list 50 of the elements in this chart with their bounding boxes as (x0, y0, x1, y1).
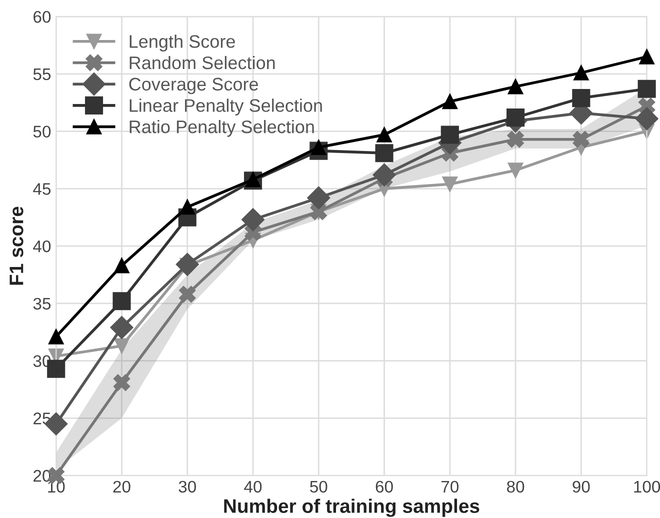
point (307, 186, 330, 210)
y-tick-label: 60 (34, 10, 51, 23)
point (508, 162, 524, 178)
x-tick-label: 80 (506, 480, 524, 493)
point (176, 252, 199, 276)
point (507, 131, 524, 148)
point (442, 176, 458, 192)
x-tick-label: 30 (178, 480, 196, 493)
point (635, 107, 658, 130)
x-axis-title: Number of training samples (224, 498, 480, 517)
point (310, 140, 326, 156)
point (572, 131, 590, 148)
point (375, 144, 394, 162)
point (440, 126, 459, 144)
legend-label: Length Score (130, 34, 235, 52)
point (442, 94, 458, 110)
point (574, 65, 589, 80)
point (110, 316, 134, 340)
point (572, 89, 590, 108)
point (48, 329, 64, 344)
y-tick-label: 45 (33, 183, 51, 195)
point (506, 108, 525, 127)
point (638, 80, 656, 98)
x-tick-label: 40 (244, 480, 262, 493)
point (242, 208, 264, 232)
point (372, 163, 396, 186)
x-tick-label: 20 (113, 480, 130, 493)
point (180, 199, 196, 215)
point (376, 127, 392, 142)
point (114, 258, 130, 274)
point (179, 286, 196, 303)
y-tick-label: 50 (33, 126, 51, 138)
point (508, 78, 524, 94)
y-axis-title: F1 score (10, 206, 24, 285)
x-tick-label: 70 (441, 480, 459, 493)
legend-label: Ratio Penalty Selection (130, 120, 314, 137)
x-tick-label: 60 (376, 480, 393, 493)
y-tick-label: 35 (33, 298, 51, 310)
point (114, 338, 130, 354)
point (639, 49, 654, 64)
y-tick-label: 40 (33, 240, 51, 252)
legend-label: Random Selection (130, 56, 275, 70)
x-tick-label: 90 (572, 480, 590, 493)
x-tick-label: 50 (310, 480, 328, 493)
legend-label: Linear Penalty Selection (130, 98, 322, 116)
point (113, 374, 130, 391)
legend-label: Coverage Score (129, 78, 258, 94)
y-tick-label: 55 (33, 68, 51, 80)
x-tick-label: 100 (634, 480, 660, 493)
point (112, 292, 131, 310)
